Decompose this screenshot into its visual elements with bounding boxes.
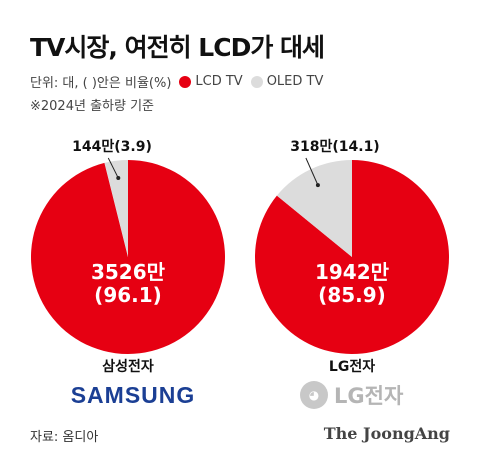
leader-line-samsung: [107, 157, 119, 179]
legend-swatch-oled: [250, 75, 263, 88]
lg-face-icon: ◕: [300, 381, 328, 409]
slice-lg-oled: [276, 160, 352, 257]
slice-samsung-lcd: [30, 160, 225, 354]
lg-logo-text: LG전자: [334, 384, 404, 408]
page-title: TV시장, 여전히 LCD가 대세: [30, 33, 325, 62]
pie-samsung: 144만(3.9) 3526만 (96.1): [30, 139, 225, 354]
leader-dot-samsung: [116, 176, 121, 181]
publisher-logo: The JoongAng: [323, 424, 450, 443]
lg-logo: ◕ LG전자: [300, 380, 403, 410]
legend-label-oled: OLED TV: [266, 74, 324, 89]
company-lg: LG전자: [328, 359, 376, 375]
unit-label: 단위: 대, ( )안은 비율(%): [30, 76, 172, 91]
legend-swatch-lcd: [179, 75, 192, 88]
company-samsung: 삼성전자: [102, 359, 154, 375]
label-samsung-oled: 144만(3.9): [72, 139, 152, 155]
leader-line-lg: [305, 157, 319, 186]
basis-note: ※2024년 출하량 기준: [30, 99, 155, 114]
samsung-logo: SAMSUNG: [70, 382, 196, 408]
label-lg-lcd-units: 1942만: [315, 260, 390, 284]
leader-dot-lg: [315, 183, 320, 188]
legend: 단위: 대, ( )안은 비율(%) LCD TV OLED TV: [30, 72, 323, 91]
label-samsung-lcd-units: 3526만: [91, 260, 166, 284]
label-samsung-lcd-pct: (96.1): [94, 283, 162, 307]
pie-lg: 318만(14.1) 1942만 (85.9): [255, 139, 449, 354]
source-note: 자료: 옴디아: [30, 430, 99, 445]
label-lg-oled: 318만(14.1): [290, 139, 379, 155]
legend-label-lcd: LCD TV: [195, 74, 243, 89]
label-lg-lcd-pct: (85.9): [318, 283, 386, 307]
slice-samsung-oled: [104, 160, 128, 257]
